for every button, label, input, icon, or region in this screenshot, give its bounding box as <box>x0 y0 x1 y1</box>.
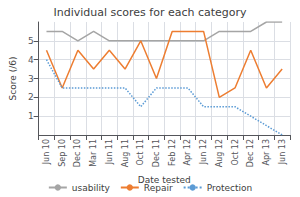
svg-text:Score (/6): Score (/6) <box>8 57 18 101</box>
svg-text:5: 5 <box>28 36 34 46</box>
svg-text:Apr 12: Apr 12 <box>183 139 192 166</box>
svg-text:Aug 12: Aug 12 <box>215 139 224 167</box>
svg-text:Jun 10: Jun 10 <box>42 139 51 165</box>
svg-text:Oct 11: Oct 11 <box>136 139 145 166</box>
svg-text:Repair: Repair <box>144 183 173 193</box>
svg-text:Date tested: Date tested <box>137 174 191 185</box>
svg-text:2: 2 <box>28 92 34 102</box>
svg-text:Dec 10: Dec 10 <box>73 139 82 167</box>
svg-text:Oct 12: Oct 12 <box>231 139 240 166</box>
svg-text:Mar 11: Mar 11 <box>89 139 98 167</box>
svg-text:usability: usability <box>72 183 111 193</box>
svg-text:Dec 11: Dec 11 <box>152 139 161 167</box>
svg-text:4: 4 <box>28 55 34 65</box>
svg-text:Individual scores for each cat: Individual scores for each category <box>53 6 247 19</box>
svg-text:Jun 11: Jun 11 <box>105 139 114 165</box>
svg-text:Jun 13: Jun 13 <box>278 139 287 165</box>
svg-text:Dec 12: Dec 12 <box>246 139 255 167</box>
svg-text:Feb 12: Feb 12 <box>168 139 177 166</box>
svg-text:Sep 10: Sep 10 <box>58 139 67 167</box>
svg-text:Protection: Protection <box>207 183 253 193</box>
svg-text:1: 1 <box>28 111 34 121</box>
svg-text:Aug 11: Aug 11 <box>121 139 130 167</box>
svg-text:Jun 12: Jun 12 <box>199 139 208 165</box>
svg-text:3: 3 <box>28 74 34 84</box>
svg-text:Apr 13: Apr 13 <box>262 139 271 166</box>
